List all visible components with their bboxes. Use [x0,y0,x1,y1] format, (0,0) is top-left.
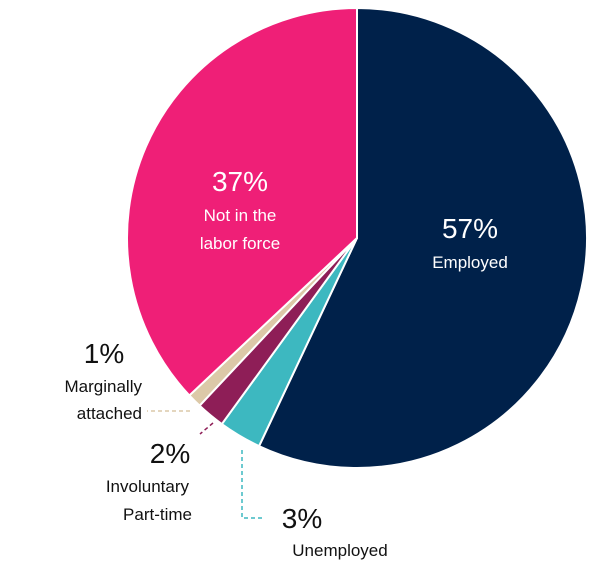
slice-percent-marginal: 1% [84,338,124,369]
leader-line-involuntary [199,422,214,435]
slice-percent-notlabor: 37% [212,166,268,197]
slice-label-employed: Employed [432,253,508,272]
pie-slice-notlabor [126,6,358,397]
slice-percent-involuntary: 2% [150,438,190,469]
slice-percent-employed: 57% [442,213,498,244]
pie-slice-employed [257,6,588,469]
slice-label-marginal-line1: Marginally [65,377,143,396]
slice-label-marginal-line2: attached [77,404,142,423]
pie-slices [126,6,588,469]
slice-label-involuntary-line2: Part-time [123,505,192,524]
slice-label-notlabor-line1: Not in the [204,206,277,225]
leader-lines [147,410,262,519]
slice-label-involuntary-line1: Involuntary [106,477,190,496]
slice-percent-unemployed: 3% [282,503,322,534]
leader-line-unemployed [241,450,262,519]
slice-label-unemployed: Unemployed [292,541,387,560]
slice-label-notlabor-line2: labor force [200,234,280,253]
